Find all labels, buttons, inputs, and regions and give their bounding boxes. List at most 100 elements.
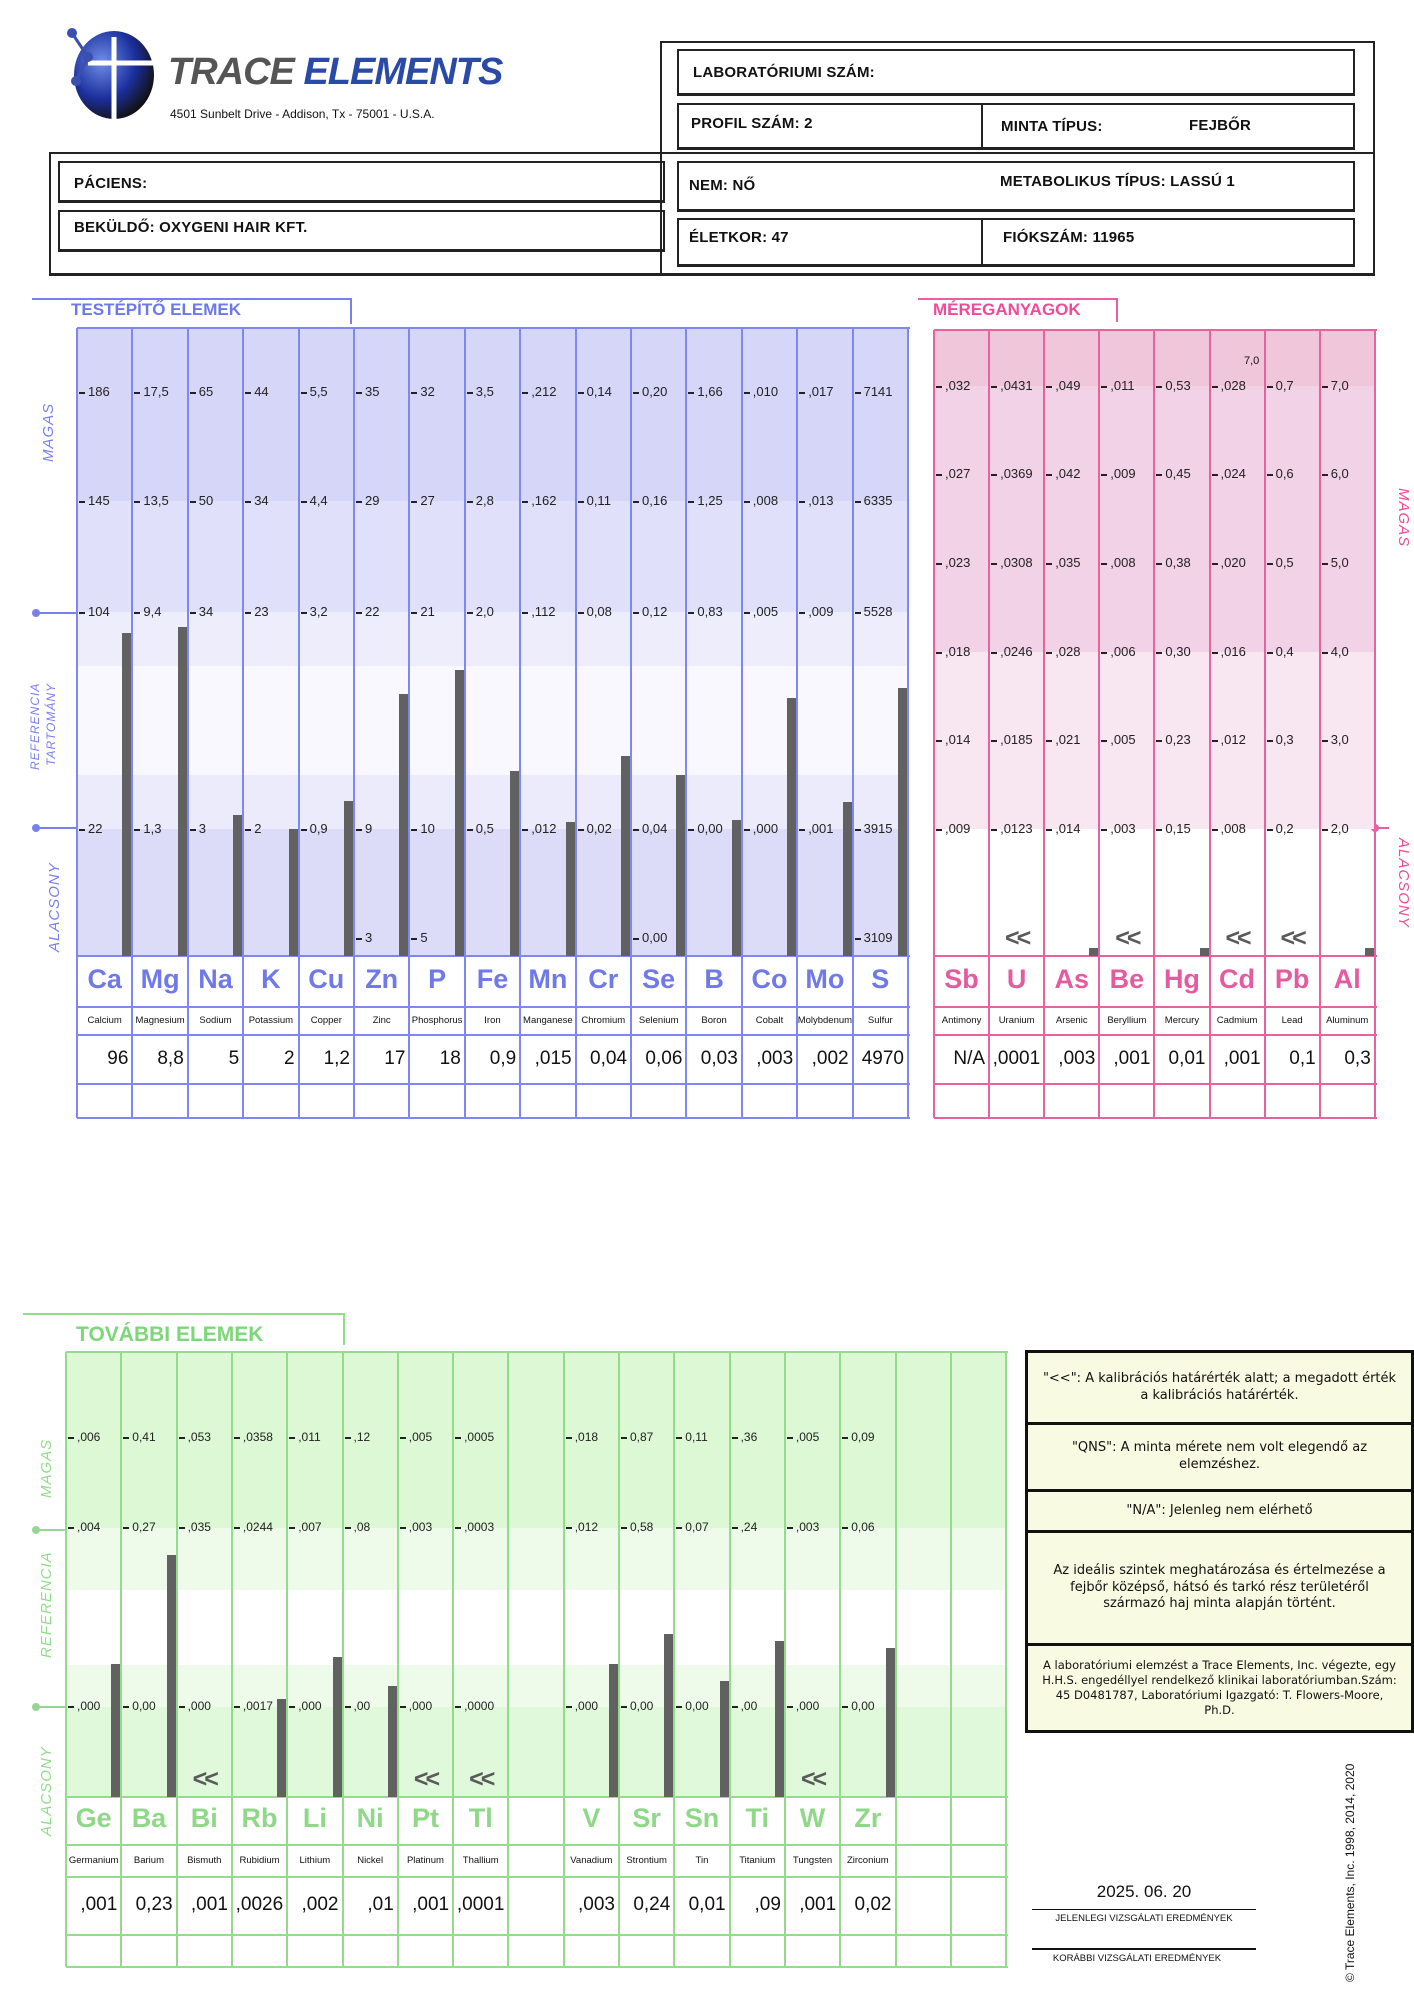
tick-label: ,0246 <box>991 644 1033 659</box>
tick-value: ,035 <box>1055 555 1081 570</box>
tick-mark <box>1211 473 1218 476</box>
address: 4501 Sunbelt Drive - Addison, Tx - 75001… <box>170 107 435 121</box>
tick-label: 0,23 <box>1156 732 1191 747</box>
tick-mark <box>245 500 252 503</box>
tick-value: 7,0 <box>1330 378 1349 393</box>
element-value: 4970 <box>861 1047 904 1069</box>
tick-mark <box>1321 385 1328 388</box>
tick-mark <box>1266 739 1273 742</box>
element-name: Cobalt <box>755 1015 784 1026</box>
tick-mark <box>522 500 529 503</box>
tick-label: 50 <box>189 493 213 508</box>
tick-mark <box>68 1526 74 1529</box>
tick-label: 22 <box>79 821 102 836</box>
tick-mark <box>123 1705 130 1708</box>
tick-mark <box>356 500 362 503</box>
grid-line <box>230 1352 233 1967</box>
element-value: 2 <box>284 1047 295 1069</box>
grid-line <box>131 328 134 1118</box>
result-bar <box>787 697 797 956</box>
tick-mark <box>577 391 584 394</box>
tick-value: ,013 <box>808 493 834 508</box>
tick-mark <box>1321 651 1328 654</box>
tick-value: 3 <box>198 821 207 836</box>
tick-value: 21 <box>420 604 435 619</box>
element-name: Sodium <box>199 1015 232 1026</box>
sender-field: BEKÜLDŐ: OXYGENI HAIR KFT. <box>58 210 665 252</box>
tick-label: ,011 <box>1101 378 1135 393</box>
ref-high-marker <box>32 609 78 617</box>
tick-value: 0,5 <box>475 821 494 836</box>
element-symbol: Cr <box>588 963 619 994</box>
grid-line <box>839 1352 842 1967</box>
tick-label: 10 <box>411 821 435 836</box>
tick-label: ,00 <box>731 1699 757 1713</box>
toxic-side-low: ALACSONY <box>1395 838 1412 928</box>
account-label: FIÓKSZÁM: 11965 <box>1003 229 1135 246</box>
background-band <box>77 328 908 501</box>
logo-globe-icon <box>67 28 158 119</box>
tick-label: ,006 <box>1101 644 1136 659</box>
grid-line <box>1373 330 1376 1118</box>
tick-label: 29 <box>356 493 379 508</box>
tick-mark <box>842 1436 849 1439</box>
element-symbol: Bi <box>190 1803 218 1833</box>
tick-mark <box>633 500 639 503</box>
grid-line <box>685 328 688 1118</box>
grid-line <box>286 1352 289 1967</box>
tick-value: 1,66 <box>697 384 723 399</box>
grid-line <box>851 328 854 1118</box>
tick-mark <box>233 1705 240 1708</box>
element-name: Tungsten <box>792 1855 833 1866</box>
element-name: Copper <box>310 1015 342 1026</box>
tick-label: 0,6 <box>1266 466 1294 481</box>
tick-value: 2,0 <box>1330 821 1349 836</box>
element-name: Uranium <box>998 1015 1035 1026</box>
below-calibration-icon: << <box>1115 924 1141 952</box>
tick-mark <box>399 1526 406 1529</box>
tick-mark <box>1266 651 1273 654</box>
patient-label: PÁCIENS: <box>74 175 148 192</box>
result-bar <box>387 1685 397 1797</box>
tick-mark <box>399 1436 406 1439</box>
tick-label: 0,00 <box>633 930 667 945</box>
result-bar <box>885 1647 895 1797</box>
tick-value: 4,4 <box>309 493 328 508</box>
grid-line <box>1153 330 1156 1118</box>
tick-mark <box>79 500 85 503</box>
tick-mark <box>344 1526 351 1529</box>
additional-title-bracket <box>23 1313 345 1345</box>
tick-value: 0,4 <box>1275 644 1294 659</box>
tick-mark <box>743 391 750 394</box>
nutrients-title: TESTÉPÍTŐ ELEMEK <box>71 300 242 319</box>
tick-label: 0,02 <box>577 821 612 836</box>
tick-mark <box>1046 651 1053 654</box>
tick-label: ,36 <box>731 1430 757 1444</box>
tick-value: ,212 <box>531 384 557 399</box>
tick-mark <box>356 391 362 394</box>
tick-label: ,014 <box>1046 821 1081 836</box>
element-name: Calcium <box>87 1015 122 1026</box>
tick-label: 0,12 <box>633 604 667 619</box>
tick-value: 186 <box>88 384 110 399</box>
tick-label: 0,5 <box>466 821 494 836</box>
result-bar <box>621 755 630 956</box>
tick-mark <box>68 1705 74 1708</box>
tick-mark <box>688 391 695 394</box>
element-value: ,001 <box>190 1894 228 1915</box>
divider <box>49 152 661 154</box>
nutrients-side-high: MAGAS <box>40 402 57 462</box>
below-calibration-icon: << <box>1280 924 1307 952</box>
element-value: 0,06 <box>645 1047 683 1069</box>
tick-value: 22 <box>365 604 380 619</box>
tick-value: ,0358 <box>242 1430 273 1444</box>
sender-label: BEKÜLDŐ: OXYGENI HAIR KFT. <box>74 219 308 236</box>
element-value: ,003 <box>1058 1047 1096 1069</box>
below-calibration-icon: << <box>1225 924 1251 952</box>
tick-label: 0,27 <box>123 1520 156 1534</box>
sex-metabolic-field: NEM: NŐ METABOLIKUS TÍPUS: LASSÚ 1 <box>677 161 1355 212</box>
element-symbol: Mg <box>140 963 180 994</box>
tick-mark <box>1046 473 1053 476</box>
tick-value: 104 <box>88 604 110 619</box>
tick-label: 0,83 <box>688 604 723 619</box>
